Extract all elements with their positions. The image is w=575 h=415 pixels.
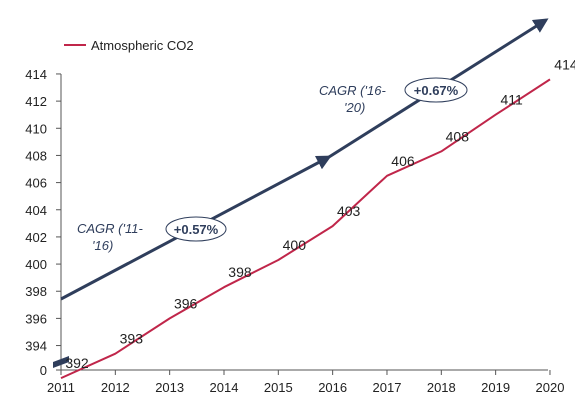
x-tick-label: 2017 [373,380,402,395]
x-tick-label: 2020 [536,380,565,395]
cagr-label-line2: '16) [92,238,113,253]
legend-label-co2: Atmospheric CO2 [91,38,194,53]
y-tick-label: 408 [25,148,47,163]
data-label: 398 [228,264,252,280]
data-label: 396 [174,295,198,311]
data-labels: 392 393 396 398 400 403 406 408 411 414 [65,56,575,371]
cagr-value-oval [404,77,468,103]
x-tick-label: 2014 [210,380,239,395]
cagr-label-line1: CAGR ('16- [319,83,386,98]
x-tick-label: 2015 [264,380,293,395]
series-line-co2 [60,78,551,380]
y-tick-label: 400 [25,257,47,272]
data-label: 392 [65,355,89,371]
y-tick-label: 402 [25,230,47,245]
series-layer [60,78,551,380]
x-axis-ticks: 2011 2012 2013 2014 2015 2016 2017 2018 2019 2020 [47,370,564,395]
cagr-label-line1: CAGR ('11- [77,221,143,236]
data-label: 393 [120,331,144,347]
data-label: 411 [500,92,523,108]
data-label: 414 [554,56,575,72]
cagr-value: +0.67% [414,83,459,98]
x-tick-label: 2011 [47,380,75,395]
trend-arrows [60,18,549,301]
cagr-value-oval [165,216,227,242]
y-tick-label: 394 [25,339,47,354]
cagr-annotation-2016-2020: CAGR ('16- '20) +0.67% [319,77,468,115]
y-tick-label: 0 [40,363,47,378]
y-tick-label: 414 [25,67,47,82]
y-tick-label: 412 [25,94,47,109]
y-tick-label: 410 [25,121,47,136]
axis-break-marker [53,356,69,368]
legend: Atmospheric CO2 [64,38,194,53]
y-tick-label: 398 [25,284,47,299]
data-label: 408 [446,128,470,144]
data-label: 400 [283,237,307,253]
y-tick-label: 396 [25,311,47,326]
cagr-value: +0.57% [174,222,219,237]
cagr-label-line2: '20) [344,100,365,115]
x-tick-label: 2013 [155,380,184,395]
y-tick-label: 404 [25,203,47,218]
x-tick-label: 2012 [101,380,130,395]
x-tick-label: 2018 [427,380,456,395]
data-label: 403 [337,203,361,219]
y-axis-ticks: 0 394 396 398 400 402 404 406 408 410 412 414 [25,67,61,378]
y-tick-label: 406 [25,176,47,191]
x-tick-label: 2019 [481,380,510,395]
x-tick-label: 2016 [318,380,347,395]
data-label: 406 [391,153,415,169]
cagr-annotation-2011-2016: CAGR ('11- '16) +0.57% [77,216,227,253]
